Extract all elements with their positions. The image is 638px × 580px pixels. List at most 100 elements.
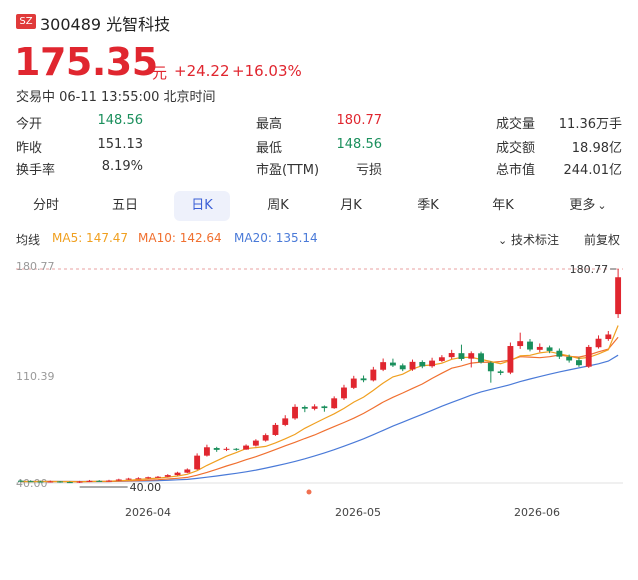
candle-body <box>389 362 396 366</box>
candle-body <box>370 369 377 381</box>
candle-body <box>262 435 269 441</box>
tab-quarterly-k[interactable]: 季K <box>417 198 439 213</box>
tab-weekly-k[interactable]: 周K <box>267 198 289 213</box>
candle-body <box>311 406 318 409</box>
price-change: +24.22 <box>174 62 230 80</box>
candle-body <box>448 353 455 358</box>
tab-timeshare[interactable]: 分时 <box>32 198 59 213</box>
ma20-value: MA20: 135.14 <box>234 231 318 245</box>
ma10-line <box>20 336 619 483</box>
stat-value: 244.01亿 <box>563 163 623 178</box>
tech-annotation-button[interactable]: ⌄ 技术标注 <box>498 231 559 248</box>
market-badge: SZ <box>16 14 36 29</box>
stat-label: 成交量 <box>496 117 536 132</box>
candle-body <box>272 424 279 435</box>
candle-body <box>37 481 44 483</box>
candle-body <box>233 448 240 450</box>
tech-annotation-label: 技术标注 <box>511 233 560 247</box>
candle-body <box>96 480 103 482</box>
tab-monthly-k[interactable]: 月K <box>340 198 362 213</box>
stat-value: 亏损 <box>355 163 382 178</box>
ma-label: 均线 <box>16 233 41 247</box>
high-marker-label: 180.77 <box>570 263 609 276</box>
candle-body <box>57 481 63 483</box>
candle-body <box>399 365 406 370</box>
candle-body <box>536 346 543 350</box>
candle-body <box>292 406 298 419</box>
candle-body <box>429 360 436 367</box>
tab-more[interactable]: 更多 ⌄ <box>558 191 618 221</box>
stat-value: 180.77 <box>336 113 383 128</box>
stat-value: 18.98亿 <box>571 141 622 156</box>
candle-body <box>497 371 504 373</box>
candle-body <box>341 387 347 399</box>
candle-body <box>184 469 191 473</box>
candle-body <box>585 346 592 367</box>
candle-body <box>458 353 465 359</box>
ma20-line <box>20 354 619 483</box>
candle-body <box>164 475 171 477</box>
stat-value: 148.56 <box>97 113 144 128</box>
candle-body <box>595 338 602 348</box>
candle-body <box>438 357 445 361</box>
candle-body <box>556 350 563 357</box>
candle-body <box>155 476 161 478</box>
kline-chart[interactable]: 180.77 110.39 40.00 180.77 40.00 2026-04 2026-… <box>0 250 638 530</box>
y-tick-label: 110.39 <box>16 370 55 383</box>
chevron-down-icon: ⌄ <box>597 199 607 212</box>
stat-label: 总市值 <box>496 163 536 178</box>
candle-body <box>282 418 289 425</box>
candle-body <box>125 478 132 480</box>
trading-status: 交易中 06-11 13:55:00 北京时间 <box>16 90 216 105</box>
candle-body <box>145 477 152 479</box>
candle-body <box>115 479 122 481</box>
stat-label: 最低 <box>256 141 283 156</box>
stat-label: 成交额 <box>496 141 536 156</box>
candle-body <box>419 361 426 367</box>
candle-body <box>252 440 259 446</box>
candle-body <box>106 480 112 482</box>
candle-body <box>47 481 54 483</box>
candle-body <box>605 334 612 340</box>
candle-body <box>86 480 93 482</box>
candle-body <box>546 347 553 351</box>
x-tick-label: 2026-06 <box>514 506 560 519</box>
y-tick-label: 40.00 <box>16 477 48 490</box>
stat-value: 11.36万手 <box>558 117 622 132</box>
candle-body <box>615 277 622 315</box>
tech-annotation-icon: ⌄ <box>498 234 508 247</box>
tab-daily-k[interactable]: 日K <box>174 191 230 221</box>
stock-code-name: 300489 光智科技 <box>40 15 171 34</box>
tab-yearly-k[interactable]: 年K <box>492 198 514 213</box>
candle-body <box>321 406 328 409</box>
adjust-mode-button[interactable]: 前复权 <box>584 233 621 247</box>
stat-label: 市盈(TTM) <box>256 163 320 178</box>
low-marker-label: 40.00 <box>130 481 162 494</box>
candle-body <box>76 481 83 483</box>
candle-body <box>576 360 582 366</box>
candle-body <box>409 361 416 370</box>
candle-body <box>527 341 533 350</box>
ma5-value: MA5: 147.47 <box>52 231 129 245</box>
x-tick-label: 2026-04 <box>125 506 171 519</box>
price-change-percent: +16.03% <box>232 62 302 80</box>
price-unit: 元 <box>152 64 168 82</box>
candle-body <box>243 445 250 450</box>
tab-five-day[interactable]: 五日 <box>111 198 138 213</box>
period-tabs: 分时 五日 日K 周K 月K 季K 年K 更多 ⌄ <box>0 191 638 221</box>
candle-body <box>380 362 387 370</box>
candle-body <box>66 482 73 484</box>
candle-body <box>331 398 338 409</box>
candle-body <box>213 448 220 450</box>
candle-body <box>360 378 367 381</box>
ma10-value: MA10: 142.64 <box>138 231 222 245</box>
candle-body <box>478 353 484 363</box>
stat-value: 8.19% <box>101 159 143 174</box>
candle-body <box>174 472 181 476</box>
candle-body <box>487 362 494 372</box>
event-dot <box>306 489 312 495</box>
stat-value: 148.56 <box>336 137 383 152</box>
candle-body <box>507 346 514 373</box>
candle-body <box>17 480 24 482</box>
candle-body <box>350 378 357 388</box>
